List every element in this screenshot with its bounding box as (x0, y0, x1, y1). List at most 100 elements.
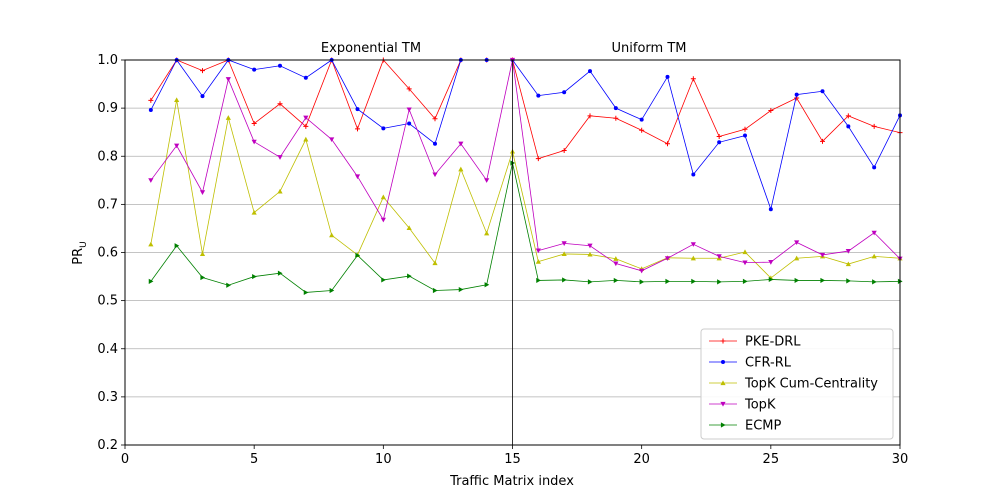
series-ecmp (148, 160, 903, 296)
data-point-cfr-rl (768, 207, 773, 212)
data-point-pke-drl (871, 123, 877, 129)
data-point-topk-cum-centrality (587, 251, 593, 257)
data-point-topk (458, 141, 464, 147)
data-point-cfr-rl (743, 133, 747, 138)
data-point-topk (819, 252, 826, 258)
data-point-topk (561, 241, 567, 246)
x-axis-ticks: 0 5 10 15 20 25 30 (121, 445, 908, 467)
data-point-pke-drl (432, 116, 438, 122)
y-axis-label-main: PR (71, 248, 86, 265)
data-point-topk (251, 139, 257, 145)
legend-label: ECMP (745, 419, 782, 434)
x-tick-label: 20 (633, 452, 650, 467)
series-topk (148, 57, 903, 274)
data-point-topk-cum-centrality (432, 260, 438, 266)
series-line-cfr-rl (150, 59, 901, 211)
data-point-topk (613, 261, 619, 267)
legend-swatch-marker (720, 401, 726, 407)
x-tick-label: 10 (375, 452, 392, 467)
annotation-exponential-tm: Exponential TM (321, 41, 421, 56)
data-point-topk-cum-centrality (794, 255, 800, 261)
data-point-ecmp (458, 286, 464, 293)
data-point-ecmp (587, 279, 593, 285)
y-tick-label: 0.8 (97, 149, 118, 164)
data-point-ecmp (303, 289, 309, 296)
data-point-ecmp (717, 279, 722, 285)
data-point-ecmp (148, 278, 154, 284)
data-point-topk (587, 243, 593, 249)
y-axis-label: PRU (71, 241, 89, 264)
legend: PKE-DRL CFR-RL TopK Cum-Centrality TopK ECMP (700, 328, 894, 440)
data-point-ecmp (639, 279, 645, 285)
annotation-uniform-tm: Uniform TM (612, 41, 687, 56)
legend-swatch-marker (721, 360, 725, 364)
data-point-ecmp (174, 243, 180, 249)
svg-text:PRU: PRU (71, 241, 89, 264)
legend-swatch-marker (720, 380, 726, 386)
data-point-topk (329, 137, 335, 143)
data-point-cfr-rl (148, 108, 153, 113)
data-point-ecmp (381, 277, 386, 283)
data-point-topk (664, 256, 671, 261)
data-point-ecmp (277, 270, 283, 276)
y-tick-label: 0.6 (97, 246, 118, 261)
data-point-ecmp (846, 278, 851, 284)
x-tick-label: 25 (763, 452, 780, 467)
legend-label: CFR-RL (745, 356, 792, 371)
data-point-topk (303, 115, 309, 121)
data-point-cfr-rl (794, 92, 799, 97)
data-point-pke-drl (406, 86, 412, 92)
data-point-topk (484, 178, 490, 183)
data-point-topk (277, 155, 283, 160)
series-line-pke-drl (150, 58, 901, 160)
series-line-ecmp (150, 162, 901, 293)
data-point-cfr-rl (303, 75, 308, 80)
data-point-topk-cum-centrality (871, 253, 877, 259)
data-point-cfr-rl (433, 141, 437, 146)
data-point-cfr-rl (717, 140, 722, 145)
data-point-topk (794, 240, 800, 245)
x-tick-label: 15 (504, 452, 521, 467)
series-topk-cum-centrality (148, 97, 903, 281)
legend-label: TopK Cum-Centrality (744, 377, 878, 392)
data-point-ecmp (562, 277, 567, 283)
data-point-topk (199, 190, 206, 195)
data-point-topk (535, 248, 541, 254)
legend-item-topk: TopK (709, 398, 776, 413)
data-point-topk-cum-centrality (148, 241, 154, 247)
legend-label: TopK (744, 398, 776, 413)
y-axis-ticks: 0.2 0.3 0.4 0.5 0.6 0.7 0.8 0.9 1.0 (97, 53, 125, 453)
data-point-pke-drl (303, 123, 309, 129)
data-point-pke-drl (716, 134, 722, 140)
data-point-topk-cum-centrality (845, 261, 851, 267)
series-cfr-rl (148, 58, 902, 212)
legend-swatch-marker (720, 422, 726, 428)
data-point-pke-drl (148, 97, 154, 103)
data-point-ecmp (226, 282, 231, 288)
data-point-pke-drl (639, 127, 645, 133)
data-point-ecmp (872, 279, 877, 285)
y-tick-label: 0.4 (97, 342, 118, 357)
y-tick-label: 0.3 (97, 390, 118, 405)
data-point-topk-cum-centrality (742, 249, 748, 255)
data-point-topk (768, 260, 774, 265)
data-point-topk-cum-centrality (303, 136, 309, 142)
data-point-ecmp (252, 273, 257, 280)
data-point-topk-cum-centrality (225, 115, 231, 120)
data-point-ecmp (768, 276, 774, 283)
legend-item-ecmp: ECMP (709, 419, 782, 434)
data-point-cfr-rl (691, 172, 696, 177)
data-point-ecmp (691, 278, 696, 284)
y-tick-label: 0.9 (97, 101, 118, 116)
data-point-topk (716, 254, 722, 259)
data-point-cfr-rl (407, 121, 412, 126)
data-point-topk-cum-centrality (535, 259, 541, 264)
data-point-cfr-rl (665, 74, 670, 79)
data-point-topk-cum-centrality (561, 251, 567, 257)
data-point-topk-cum-centrality (199, 251, 206, 257)
data-point-cfr-rl (200, 94, 205, 99)
series-layer (148, 57, 903, 296)
data-point-cfr-rl (252, 67, 257, 72)
data-point-pke-drl (665, 141, 670, 147)
data-point-ecmp (432, 287, 438, 294)
